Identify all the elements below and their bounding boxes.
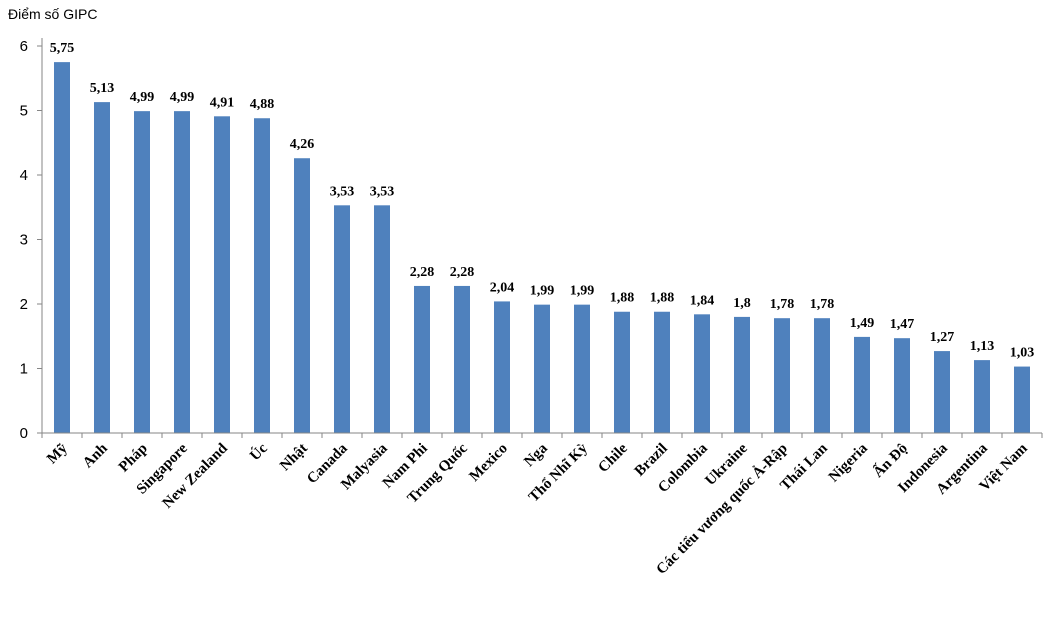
data-label: 5,75 [50, 41, 75, 56]
data-label: 4,88 [250, 97, 275, 112]
bar [214, 116, 230, 434]
y-axis-title: Điểm số GIPC [8, 6, 97, 22]
bar [774, 318, 790, 433]
data-label: 1,99 [570, 284, 595, 299]
data-label: 1,84 [690, 293, 715, 308]
data-label: 1,8 [733, 296, 751, 311]
data-label: 1,47 [890, 317, 915, 332]
data-label: 3,53 [370, 184, 395, 199]
bar [574, 304, 590, 433]
x-tick-label: Nga [521, 440, 551, 470]
data-label: 1,03 [1010, 346, 1035, 361]
data-label: 1,99 [530, 284, 555, 299]
bar [334, 205, 350, 433]
bar [614, 311, 630, 433]
bar [734, 316, 750, 433]
bar [94, 102, 110, 434]
data-label: 2,28 [450, 265, 475, 280]
data-label: 4,99 [170, 90, 195, 105]
bar [134, 111, 150, 434]
bar [454, 285, 470, 433]
bar [494, 301, 510, 433]
x-tick-label: Pháp [116, 441, 151, 476]
bar [694, 314, 710, 433]
y-tick-label: 2 [20, 296, 28, 313]
bar [1014, 366, 1030, 433]
y-tick-label: 3 [20, 232, 28, 249]
x-tick-label: Mỹ [44, 440, 71, 467]
data-label: 5,13 [90, 81, 115, 96]
data-label: 4,99 [130, 90, 155, 105]
y-tick-label: 1 [20, 361, 28, 378]
data-label: 4,26 [290, 137, 315, 152]
y-tick-label: 6 [20, 38, 28, 55]
bar [54, 62, 70, 433]
bar [854, 336, 870, 433]
data-label: 1,49 [850, 316, 875, 331]
data-label: 1,78 [810, 297, 835, 312]
bar [814, 318, 830, 433]
x-tick-label: Anh [80, 440, 111, 471]
bar [534, 304, 550, 433]
bar [414, 285, 430, 433]
data-label: 1,78 [770, 297, 795, 312]
data-label: 4,91 [210, 95, 235, 110]
data-label: 1,27 [930, 330, 955, 345]
y-axis: 0 1 2 3 4 5 6 [20, 38, 43, 442]
data-label: 3,53 [330, 184, 355, 199]
bar [374, 205, 390, 433]
data-label: 1,88 [610, 291, 635, 306]
y-tick-label: 4 [20, 167, 28, 184]
bar [174, 111, 190, 434]
bar [254, 118, 270, 434]
x-tick-label: Chile [595, 440, 631, 476]
x-tick-label: Úc [246, 440, 271, 465]
bar [974, 360, 990, 433]
bar [934, 351, 950, 433]
y-tick-label: 0 [20, 425, 28, 442]
bar [294, 158, 310, 434]
y-tick-label: 5 [20, 103, 28, 120]
bar [654, 311, 670, 433]
x-tick-label: Mexico [467, 441, 511, 485]
x-tick-label: Nhật [277, 441, 311, 475]
bar [894, 338, 910, 433]
data-label: 2,28 [410, 265, 435, 280]
data-label: 1,88 [650, 291, 675, 306]
x-tick-label: Nigeria [826, 440, 871, 485]
data-label: 1,13 [970, 339, 995, 354]
data-label: 2,04 [490, 280, 515, 295]
bars: 5,75 5,13 4,99 4,99 4,91 4,88 4,26 3,53 3,53 2,28… [50, 41, 1035, 434]
